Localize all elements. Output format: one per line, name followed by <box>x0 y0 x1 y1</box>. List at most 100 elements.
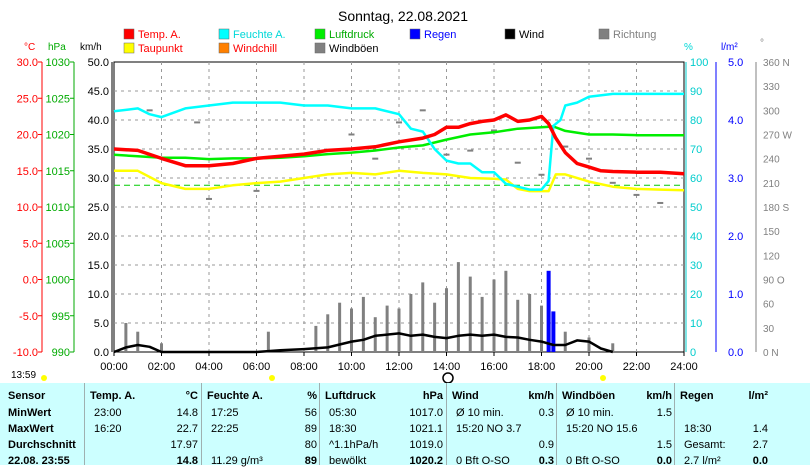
stats-column-title: Luftdruck <box>325 390 376 402</box>
x-tick-label: 16:00 <box>480 361 508 373</box>
gust-bar <box>136 331 140 352</box>
gust-bar <box>504 270 508 352</box>
dir-tick-label: 300 <box>763 106 780 117</box>
chart-marks <box>113 92 685 354</box>
gust-bar <box>397 308 401 352</box>
direction-dot <box>146 109 153 112</box>
legend-label: Taupunkt <box>138 43 183 55</box>
stats-cell-value: 1017.0 <box>409 407 443 419</box>
dir-tick-label: 240 <box>763 155 780 166</box>
stats-cell-value: 1021.1 <box>409 423 443 435</box>
stats-row-label: MinWert <box>8 407 52 419</box>
stats-column-unit: km/h <box>646 390 672 402</box>
wind-axis-unit: km/h <box>80 42 102 53</box>
press-tick-label: 1020 <box>46 130 70 142</box>
stats-cell-label: 18:30 <box>684 423 712 435</box>
stats-cell-label: 2.7 l/m² <box>684 455 721 467</box>
legend-label: Windböen <box>329 43 379 55</box>
gust-bar <box>587 337 591 352</box>
series-line-taupunkt <box>114 169 685 193</box>
stats-cell-value: 1.4 <box>752 423 768 435</box>
time-readout: 13:59 <box>11 370 37 381</box>
gust-bar <box>338 302 342 352</box>
temp-tick-label: 5.0 <box>23 238 38 250</box>
dir-tick-label: 360 N <box>763 58 790 69</box>
hum-tick-label: 70 <box>690 144 702 156</box>
legend-label: Windchill <box>233 43 277 55</box>
stats-column-divider <box>84 383 85 465</box>
wind-tick-label: 35.0 <box>88 144 109 156</box>
stats-column-unit: hPa <box>422 390 443 402</box>
series-line-feuchte-a- <box>113 92 684 191</box>
direction-dot <box>609 181 616 184</box>
stats-cell-label: ^1.1hPa/h <box>329 439 379 451</box>
time-markers <box>41 372 606 383</box>
rain-tick-label: 0.0 <box>728 347 743 359</box>
legend-label: Richtung <box>613 29 656 41</box>
stats-cell-value: 56 <box>304 407 317 419</box>
stats-column-unit: % <box>307 390 317 402</box>
dir-tick-label: 150 <box>763 227 780 238</box>
stats-cell-value: 0.3 <box>538 455 554 467</box>
wind-tick-label: 10.0 <box>88 289 109 301</box>
gust-bar <box>124 323 128 352</box>
stats-column-divider <box>201 383 202 465</box>
hum-tick-label: 50 <box>690 202 702 214</box>
dir-tick-label: 60 <box>763 300 775 311</box>
temp-tick-label: -5.0 <box>19 311 38 323</box>
direction-dot <box>491 129 497 132</box>
stats-cell-value: 80 <box>304 439 317 451</box>
legend-label: Regen <box>424 29 456 41</box>
dir-tick-label: 30 <box>763 324 775 335</box>
gust-bar <box>540 305 543 352</box>
direction-dot <box>443 153 450 156</box>
hum-tick-label: 20 <box>690 289 702 301</box>
stats-cell-value: 22.7 <box>176 423 198 435</box>
gust-bar <box>468 276 472 352</box>
direction-dot <box>396 121 402 124</box>
stats-row-label: 22.08. 23:55 <box>8 455 70 467</box>
stats-cell-value: 2.7 <box>752 439 768 451</box>
direction-dot <box>467 149 474 152</box>
gust-bar <box>326 314 330 352</box>
gust-bar <box>421 282 425 352</box>
legend-label: Luftdruck <box>329 29 375 41</box>
axis-unit-labels: °C hPa km/h% l/m² ° <box>24 38 764 53</box>
sunset-marker <box>600 375 606 381</box>
press-tick-label: 1000 <box>46 275 70 287</box>
stats-column-divider <box>556 383 557 465</box>
stats-cell-label: Ø 10 min. <box>566 407 614 419</box>
hum-tick-label: 90 <box>690 86 702 98</box>
gust-bar <box>492 279 496 352</box>
stats-column-divider <box>446 383 447 465</box>
stats-cell-value: 0.0 <box>656 455 672 467</box>
stats-cell-label: bewölkt <box>329 455 367 467</box>
press-tick-label: 1005 <box>46 238 70 250</box>
hum-tick-label: 60 <box>690 173 702 185</box>
x-tick-label: 08:00 <box>290 361 318 373</box>
press-tick-label: 995 <box>52 311 70 323</box>
rain-axis-unit: l/m² <box>721 42 738 53</box>
legend-swatch <box>598 28 610 40</box>
gust-bar <box>409 294 413 352</box>
wind-tick-label: 0.0 <box>94 347 109 359</box>
gust-bar <box>563 331 567 352</box>
rain-bar <box>546 270 551 352</box>
sun-marker <box>269 375 275 381</box>
x-tick-label: 14:00 <box>433 361 461 373</box>
x-tick-label: 24:00 <box>670 361 698 373</box>
direction-dot <box>419 109 426 112</box>
stats-cell-label: 15:20 NO 3.7 <box>456 423 522 435</box>
stats-cell-label: 0 Bft O-SO <box>566 455 620 467</box>
stats-column-title: Regen <box>680 390 714 402</box>
press-tick-label: 1025 <box>46 93 70 105</box>
rain-tick-label: 3.0 <box>728 173 743 185</box>
hum-tick-label: 80 <box>690 115 702 127</box>
direction-dot <box>372 157 379 160</box>
x-tick-label: 04:00 <box>195 361 223 373</box>
gust-bar <box>611 343 615 352</box>
legend-label: Wind <box>519 29 544 41</box>
stats-cell-value: 0.9 <box>538 439 554 451</box>
rain-bar <box>551 311 556 352</box>
wind-tick-label: 50.0 <box>88 57 109 69</box>
